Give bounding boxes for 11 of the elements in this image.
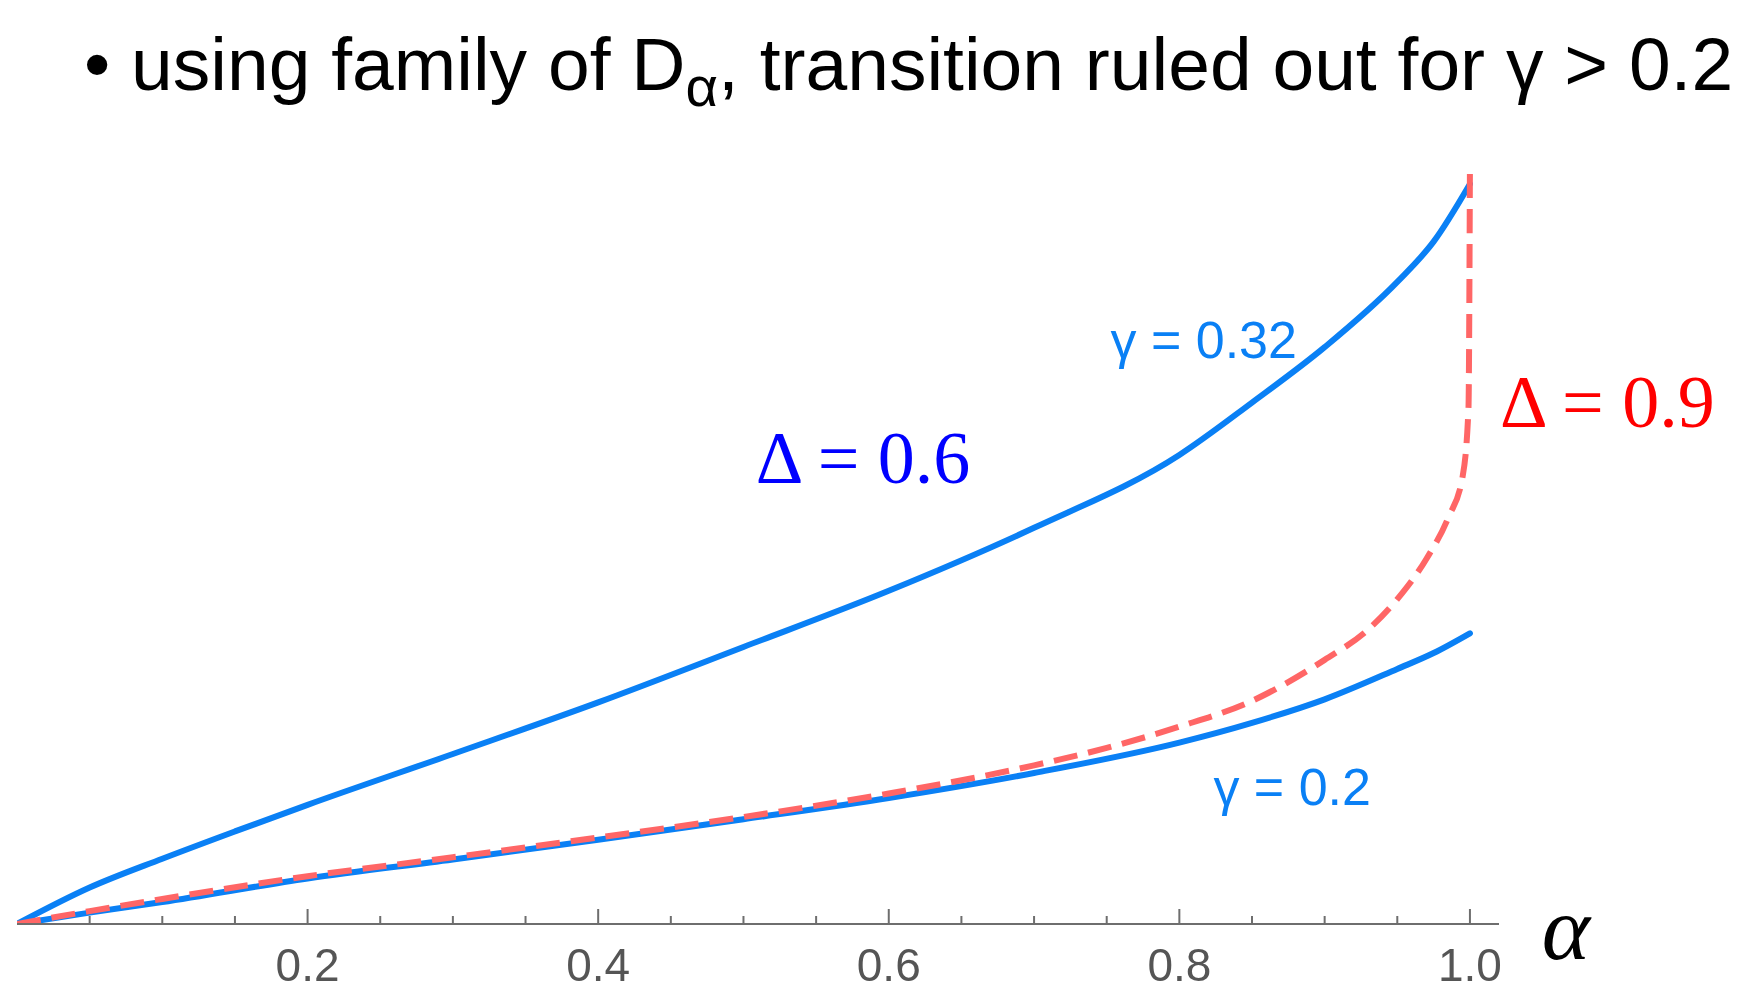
series-label: γ = 0.32 [1110,310,1297,369]
x-axis-title: α [1541,877,1592,979]
chart-title: • using family of D$_{α}$, transition ruled out for γ > 0.2 [84,22,1734,118]
x-tick-label: 1.0 [1437,939,1502,983]
annotation: Δ = 0.6 [755,417,971,499]
series-label: Δ = 0.9 [1499,361,1715,443]
x-tick-label: 0.8 [1147,939,1212,983]
x-tick-label: 0.2 [275,939,340,983]
x-tick-label: 0.4 [566,939,631,983]
x-tick-label: 0.6 [856,939,921,983]
series-label: γ = 0.2 [1213,758,1371,817]
